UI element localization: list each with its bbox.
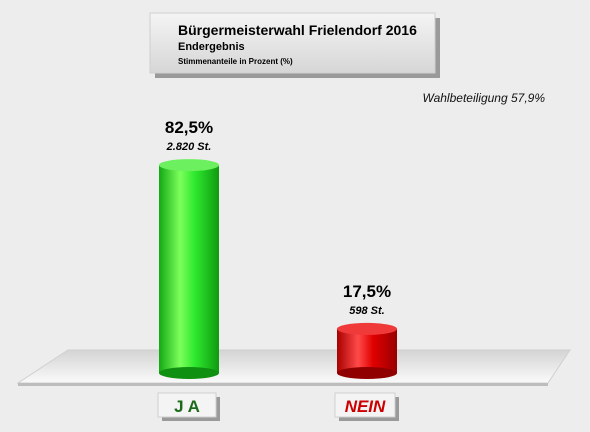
chart-subtitle: Endergebnis xyxy=(178,41,245,53)
value-label-ja: 82,5% xyxy=(165,118,213,137)
bar-nein xyxy=(337,322,397,379)
category-label-nein-box: NEIN xyxy=(334,392,399,421)
category-label-nein: NEIN xyxy=(345,397,386,416)
category-label-ja-box: J A xyxy=(157,392,220,421)
chart-floor xyxy=(16,349,571,386)
turnout-label: Wahlbeteiligung 57,9% xyxy=(422,91,545,105)
bar-ja xyxy=(159,159,219,379)
chart-title: Bürgermeisterwahl Frielendorf 2016 xyxy=(178,22,417,38)
chart-note: Stimmenanteile in Prozent (%) xyxy=(178,57,293,66)
title-box: Bürgermeisterwahl Frielendorf 2016 Ender… xyxy=(149,12,440,78)
category-label-ja: J A xyxy=(174,397,200,416)
votes-label-ja: 2.820 St. xyxy=(166,141,212,153)
votes-label-nein: 598 St. xyxy=(349,305,384,317)
value-label-nein: 17,5% xyxy=(343,282,391,301)
